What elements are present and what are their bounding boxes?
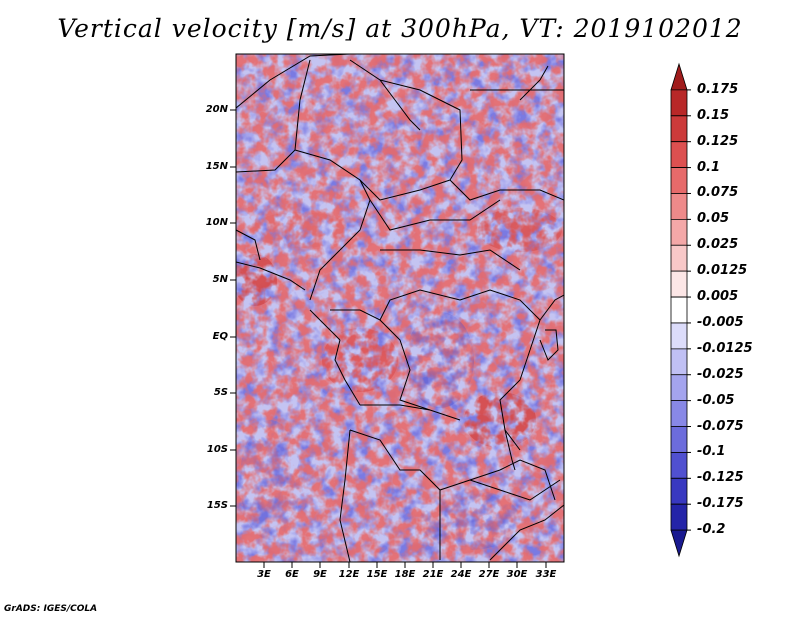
- colorbar-bin: [670, 426, 688, 453]
- map-title: Vertical velocity [m/s] at 300hPa, VT: 2…: [57, 14, 743, 43]
- colorbar-label: 0.025: [697, 237, 739, 253]
- x-tick-label: 24E: [450, 569, 472, 580]
- y-tick-label: 10S: [206, 444, 228, 455]
- grads-credit: GrADS: IGES/COLA: [4, 604, 98, 614]
- y-tick-label: 5S: [213, 387, 228, 398]
- x-tick-label: 30E: [506, 569, 528, 580]
- ascent-zone-gabon: [322, 328, 398, 392]
- colorbar-label: -0.005: [697, 314, 744, 330]
- x-axis-ticks: [263, 562, 547, 568]
- colorbar-bin: [670, 218, 688, 246]
- country-borders: [236, 54, 564, 562]
- ascent-zone-coast: [236, 254, 277, 306]
- x-tick-label: 9E: [313, 569, 327, 580]
- colorbar-label: 0.075: [697, 185, 739, 201]
- colorbar-label: 0.175: [697, 81, 739, 97]
- x-tick-label: 3E: [257, 569, 271, 580]
- colorbar-bin: [670, 322, 688, 350]
- x-tick-label: 33E: [535, 569, 557, 580]
- colorbar-bin: [670, 477, 688, 505]
- colorbar-bin: [670, 115, 688, 143]
- colorbar-bin: [670, 193, 688, 220]
- ascent-zone-west: [250, 212, 350, 248]
- colorbar: [670, 62, 691, 558]
- colorbar-label: -0.025: [697, 366, 744, 382]
- colorbar-bin: [670, 167, 688, 194]
- y-tick-label: 15N: [205, 161, 228, 172]
- descent-zone-atlantic: [240, 420, 300, 540]
- x-tick-label: 21E: [422, 569, 444, 580]
- colorbar-label: -0.175: [697, 496, 744, 512]
- colorbar-label: 0.005: [697, 289, 739, 305]
- descent-zone-south: [420, 490, 520, 550]
- colorbar-bin: [670, 348, 688, 376]
- colorbar-label: -0.125: [697, 470, 744, 486]
- plot-frame: [235, 53, 565, 563]
- colorbar-label: -0.05: [697, 392, 735, 408]
- colorbar-label: -0.075: [697, 418, 744, 434]
- x-tick-label: 27E: [478, 569, 500, 580]
- y-tick-label: EQ: [212, 331, 228, 342]
- x-tick-label: 15E: [366, 569, 388, 580]
- ascent-zone-northeast: [478, 208, 562, 252]
- colorbar-label: -0.0125: [697, 340, 753, 356]
- ascent-zone-east: [464, 392, 536, 448]
- colorbar-bin: [670, 270, 688, 298]
- x-tick-label: 12E: [338, 569, 360, 580]
- descent-zone-basin: [406, 312, 474, 408]
- colorbar-label: 0.125: [697, 133, 739, 149]
- colorbar-label: 0.15: [697, 107, 730, 123]
- y-tick-label: 15S: [206, 500, 228, 511]
- colorbar-bin: [670, 452, 688, 479]
- x-tick-label: 6E: [285, 569, 299, 580]
- colorbar-label: -0.1: [697, 444, 726, 460]
- colorbar-bin: [670, 503, 688, 531]
- colorbar-bin: [670, 89, 688, 117]
- colorbar-bin: [670, 296, 688, 324]
- colorbar-label: -0.2: [697, 522, 726, 538]
- colorbar-bin: [670, 244, 688, 272]
- colorbar-bin: [670, 141, 688, 168]
- y-axis-ticks: [230, 109, 236, 507]
- colorbar-bin: [670, 374, 688, 402]
- x-tick-label: 18E: [394, 569, 416, 580]
- colorbar-bin: [670, 62, 688, 91]
- y-tick-label: 5N: [212, 274, 228, 285]
- y-tick-label: 20N: [205, 104, 228, 115]
- velocity-field: [236, 54, 564, 562]
- colorbar-label: 0.05: [697, 211, 730, 227]
- colorbar-bin: [670, 400, 688, 427]
- colorbar-bin: [670, 529, 688, 558]
- colorbar-label: 0.1: [697, 159, 721, 175]
- y-tick-label: 10N: [205, 217, 228, 228]
- colorbar-label: 0.0125: [697, 263, 748, 279]
